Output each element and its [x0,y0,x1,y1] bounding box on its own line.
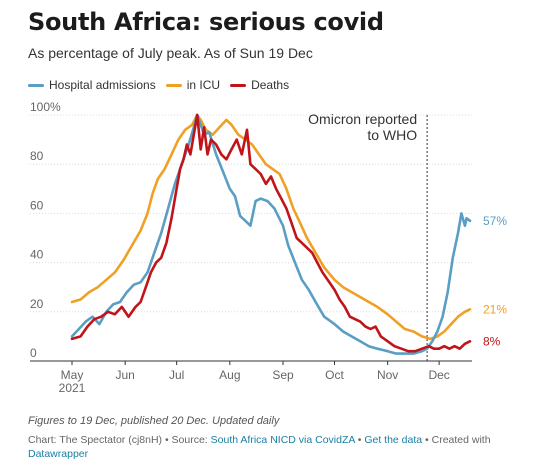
x-tick-label: Dec [428,368,449,382]
legend: Hospital admissions in ICU Deaths [28,78,289,92]
legend-swatch-icu [165,83,182,87]
end-label-icu: 21% [483,302,507,316]
footer-note: Figures to 19 Dec, published 20 Dec. Upd… [28,415,280,427]
omicron-annotation-line1: Omicron reported [308,111,417,127]
credit-line: Chart: The Spectator (cj8nH) • Source: S… [28,433,518,461]
datawrapper-link[interactable]: Datawrapper [28,448,89,460]
chart-subtitle: As percentage of July peak. As of Sun 19… [28,45,313,61]
hospital-admissions-line [70,113,472,355]
end-label-deaths: 8% [483,334,501,348]
credit-chart-by: Chart: The Spectator (cj8nH) [28,434,163,446]
x-tick-label: Jun [116,368,135,382]
x-tick-label: Sep [272,368,294,382]
x-tick-label: Oct [325,368,344,382]
y-tick-label: 40 [30,248,44,262]
deaths-line [70,113,472,353]
x-tick-label: Jul [169,368,184,382]
x-tick-sublabel: 2021 [59,381,86,395]
legend-label-icu: in ICU [186,78,221,92]
legend-item-deaths: Deaths [230,78,289,92]
chart-title: South Africa: serious covid [28,8,384,36]
legend-label-hospital: Hospital admissions [49,78,156,92]
legend-swatch-hospital [28,83,44,87]
y-tick-label: 20 [30,297,44,311]
source-link[interactable]: South Africa NICD via CovidZA [210,434,355,446]
credit-sep-source: • Source: [162,434,211,446]
credit-sep-data: • [354,434,365,446]
x-tick-label: May [61,368,84,382]
omicron-annotation-line2: to WHO [367,127,417,143]
y-tick-label: 100% [30,100,61,114]
y-tick-label: 80 [30,149,44,163]
y-tick-label: 0 [30,346,37,360]
legend-item-icu: in ICU [165,78,221,92]
icu-line [70,113,472,341]
y-tick-label: 60 [30,198,44,212]
legend-swatch-deaths [230,83,247,87]
legend-label-deaths: Deaths [251,78,290,92]
x-tick-label: Nov [377,368,398,382]
credit-sep-created: • Created with [422,434,491,446]
get-data-link[interactable]: Get the data [364,434,423,446]
end-label-hospital: 57% [483,214,507,228]
x-tick-label: Aug [219,368,240,382]
legend-item-hospital: Hospital admissions [28,78,156,92]
